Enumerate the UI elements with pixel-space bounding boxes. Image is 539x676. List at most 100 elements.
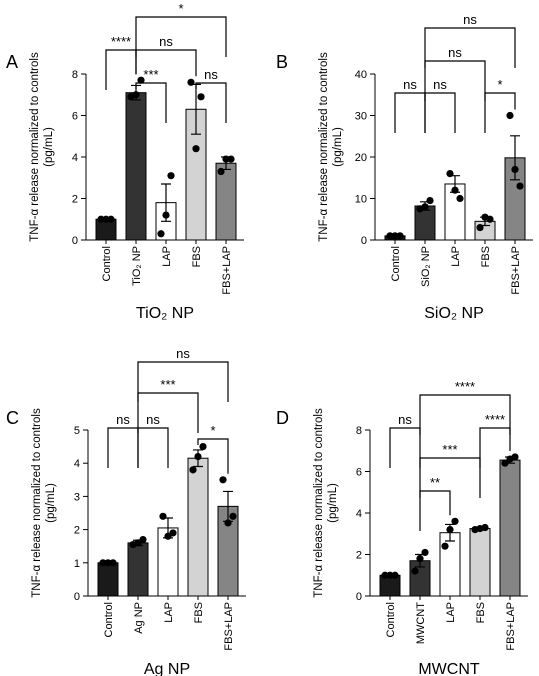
data-point — [137, 76, 145, 84]
significance-label: ns — [463, 12, 477, 27]
significance-bracket — [394, 92, 426, 133]
significance-label: ns — [204, 67, 218, 82]
x-tick-label: LAP — [450, 246, 462, 267]
bar — [187, 457, 209, 597]
y-tick-label: 0 — [361, 235, 367, 247]
y-axis-label: (pg/mL) — [332, 127, 344, 167]
x-tick-label: FBS+LAP — [505, 602, 517, 651]
bar — [97, 562, 119, 597]
significance-bracket — [135, 16, 227, 57]
data-point — [104, 559, 112, 567]
significance-label: * — [178, 1, 183, 16]
data-point — [501, 459, 509, 467]
significance-label: ns — [398, 412, 412, 427]
significance-bracket — [419, 490, 451, 531]
significance-label: ns — [146, 412, 160, 427]
bar — [499, 459, 521, 597]
data-point — [511, 453, 519, 461]
bar — [439, 532, 461, 597]
panel-label: C — [6, 408, 19, 428]
y-tick-label: 6 — [72, 111, 78, 123]
data-point — [486, 215, 494, 223]
data-point — [426, 196, 434, 205]
y-tick-label: 5 — [74, 425, 80, 437]
data-point — [219, 476, 227, 484]
bar — [127, 542, 149, 597]
data-point — [159, 512, 167, 520]
x-tick-label: Control — [385, 602, 397, 637]
x-tick-label: LAP — [163, 602, 175, 623]
y-tick-label: 10 — [355, 194, 367, 206]
y-axis-label: (pg/mL) — [43, 127, 55, 167]
y-tick-label: 40 — [355, 69, 367, 81]
data-point — [391, 571, 399, 579]
significance-label: **** — [485, 412, 505, 427]
y-axis-label: (pg/mL) — [327, 483, 339, 523]
x-axis-title: MWCNT — [418, 661, 480, 676]
data-point — [192, 145, 200, 153]
data-point — [456, 194, 464, 203]
data-point — [421, 548, 429, 557]
data-point — [139, 535, 147, 544]
significance-bracket — [424, 27, 516, 68]
x-tick-label: LAP — [161, 246, 173, 267]
x-axis-title: Ag NP — [144, 661, 190, 676]
y-tick-label: 8 — [72, 69, 78, 81]
data-point — [102, 215, 110, 223]
significance-label: * — [210, 423, 215, 438]
x-tick-label: Control — [101, 246, 113, 281]
y-tick-label: 3 — [74, 491, 80, 503]
data-point — [197, 93, 205, 101]
significance-bracket — [197, 438, 229, 474]
significance-label: * — [497, 77, 502, 92]
y-tick-label: 6 — [356, 467, 362, 479]
panel-label: B — [276, 52, 288, 72]
y-tick-label: 2 — [74, 525, 80, 537]
data-point — [157, 230, 165, 238]
panel-label: D — [276, 408, 289, 428]
bar — [125, 92, 147, 241]
x-axis-title: SiO₂ NP — [424, 305, 484, 322]
x-tick-label: FBS — [191, 246, 203, 267]
significance-bracket — [419, 457, 481, 498]
data-point — [476, 223, 484, 232]
data-point — [132, 91, 140, 99]
data-point — [451, 517, 459, 525]
y-axis-label: TNF-α release normalized to controls — [318, 52, 330, 242]
significance-bracket — [195, 82, 227, 123]
bar — [469, 528, 491, 597]
data-point — [416, 555, 424, 563]
y-tick-label: 4 — [356, 508, 362, 520]
x-axis-title: TiO₂ NP — [136, 305, 194, 322]
significance-bracket — [135, 49, 197, 77]
data-point — [421, 203, 429, 211]
data-point — [511, 165, 519, 174]
x-tick-label: FBS+LAP — [223, 602, 235, 651]
data-point — [229, 512, 237, 520]
significance-bracket — [484, 92, 516, 133]
significance-bracket — [419, 394, 511, 435]
data-point — [396, 232, 404, 240]
significance-label: ns — [433, 77, 447, 92]
data-point — [386, 571, 394, 579]
y-tick-label: 0 — [356, 591, 362, 603]
significance-bracket — [389, 427, 421, 468]
x-tick-label: FBS — [193, 602, 205, 623]
data-point — [187, 78, 195, 86]
significance-bracket — [137, 361, 229, 402]
x-tick-label: FBS — [480, 246, 492, 267]
significance-bracket — [137, 427, 169, 468]
x-tick-label: MWCNT — [415, 602, 427, 644]
data-point — [199, 443, 207, 451]
x-tick-label: FBS+LAP — [510, 246, 522, 295]
data-point — [381, 571, 389, 579]
significance-label: **** — [455, 379, 475, 394]
y-axis-label: TNF-α release normalized to controls — [313, 408, 325, 598]
data-point — [217, 167, 225, 176]
significance-label: ** — [430, 475, 440, 490]
significance-label: *** — [160, 377, 175, 392]
y-tick-label: 4 — [74, 458, 80, 470]
significance-bracket — [424, 60, 486, 101]
x-tick-label: SiO₂ NP — [420, 246, 432, 287]
